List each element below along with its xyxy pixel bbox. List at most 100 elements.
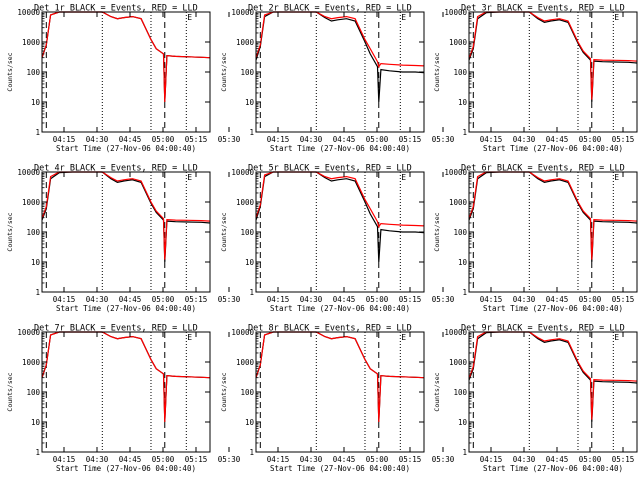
x-axis-label: Start Time (27-Nov-06 04:00:40) (56, 464, 196, 473)
detector-panel-3: 1 10 100 1000 10000 04:15 04:30 04:45 05:00 05:15… (433, 4, 638, 153)
y-tick-label: 10 (245, 98, 255, 107)
x-tick-label: 04:15 (267, 295, 290, 304)
y-tick-label: 10000 (17, 168, 40, 177)
x-axis-label: Start Time (27-Nov-06 04:00:40) (270, 144, 410, 153)
detector-panel-9: 1 10 100 1000 10000 04:15 04:30 04:45 05:00 05:15… (433, 324, 638, 473)
series-line-events (468, 331, 638, 423)
detector-panel-5: 1 10 100 1000 10000 04:15 04:30 04:45 05:00 05:15… (220, 164, 455, 314)
detector-panel-8: 1 10 100 1000 10000 04:15 04:30 04:45 05:00 05:15… (220, 324, 455, 474)
x-tick-label: 04:15 (267, 135, 290, 144)
x-tick-label: 04:30 (300, 295, 323, 304)
y-tick-label: 10 (31, 258, 41, 267)
x-axis-label: Start Time (27-Nov-06 04:00:40) (483, 144, 623, 153)
detector-panel-2: 1 10 100 1000 10000 04:15 04:30 04:45 05:00 05:15… (220, 4, 455, 154)
y-tick-label: 10000 (17, 328, 40, 337)
event-marker-label: E (401, 13, 406, 22)
x-axis-label: Start Time (27-Nov-06 04:00:40) (270, 464, 410, 473)
x-tick-label: 04:30 (300, 135, 323, 144)
x-tick-label: 04:15 (480, 135, 503, 144)
y-tick-label: 1000 (236, 358, 255, 367)
y-tick-label: 10 (31, 98, 41, 107)
series-line-events (41, 171, 211, 263)
x-tick-label: 04:30 (86, 135, 109, 144)
y-tick-label: 100 (240, 388, 254, 397)
x-tick-label: 05:15 (399, 455, 422, 464)
y-tick-label: 100 (240, 228, 254, 237)
event-marker-label: E (614, 333, 619, 342)
x-axis-label: Start Time (27-Nov-06 04:00:40) (483, 464, 623, 473)
y-tick-label: 1 (35, 128, 40, 137)
y-tick-label: 10000 (17, 8, 40, 17)
y-tick-label: 1000 (236, 38, 255, 47)
x-tick-label: 05:00 (366, 455, 389, 464)
panel-title: Det 8r BLACK = Events, RED = LLD (248, 324, 412, 334)
plot-frame (468, 331, 638, 453)
y-tick-label: 1 (35, 448, 40, 457)
y-axis-label: Counts/sec (220, 212, 228, 251)
y-tick-label: 100 (453, 68, 467, 77)
series-line-events (468, 171, 638, 263)
detector-panel-6: 1 10 100 1000 10000 04:15 04:30 04:45 05:00 05:15… (433, 164, 638, 313)
x-tick-label: 05:00 (366, 135, 389, 144)
x-tick-label: 04:30 (513, 135, 536, 144)
y-tick-label: 1000 (449, 198, 468, 207)
y-tick-label: 10 (245, 418, 255, 427)
y-tick-label: 10 (31, 418, 41, 427)
x-tick-label: 05:15 (612, 455, 635, 464)
x-axis-label: Start Time (27-Nov-06 04:00:40) (56, 304, 196, 313)
y-tick-label: 1000 (22, 198, 41, 207)
y-tick-label: 10000 (444, 328, 467, 337)
x-axis-label: Start Time (27-Nov-06 04:00:40) (483, 304, 623, 313)
x-tick-label: 04:45 (119, 455, 142, 464)
series-line-lld (468, 11, 638, 100)
x-tick-label: 05:30 (432, 135, 455, 144)
x-tick-label: 04:30 (86, 455, 109, 464)
plot-frame (468, 11, 638, 133)
x-tick-label: 04:15 (480, 455, 503, 464)
y-axis-label: Counts/sec (6, 212, 14, 251)
x-tick-label: 05:15 (185, 455, 208, 464)
event-marker-label: E (614, 173, 619, 182)
y-tick-label: 1 (462, 288, 467, 297)
y-tick-label: 10 (458, 418, 468, 427)
plot-frame (255, 331, 425, 453)
x-tick-label: 05:30 (432, 455, 455, 464)
y-tick-label: 10 (458, 258, 468, 267)
x-tick-label: 04:15 (480, 295, 503, 304)
x-tick-label: 04:30 (86, 295, 109, 304)
x-tick-label: 05:15 (399, 295, 422, 304)
x-tick-label: 05:00 (579, 295, 602, 304)
x-tick-label: 05:15 (612, 295, 635, 304)
y-tick-label: 10000 (231, 168, 254, 177)
plot-frame (468, 171, 638, 293)
x-axis-label: Start Time (27-Nov-06 04:00:40) (270, 304, 410, 313)
x-tick-label: 04:45 (333, 455, 356, 464)
y-tick-label: 10 (245, 258, 255, 267)
x-tick-label: 05:15 (399, 135, 422, 144)
y-tick-label: 10000 (231, 8, 254, 17)
panel-title: Det 6r BLACK = Events, RED = LLD (461, 164, 625, 174)
x-axis-label: Start Time (27-Nov-06 04:00:40) (56, 144, 196, 153)
y-tick-label: 1 (35, 288, 40, 297)
event-marker-label: E (614, 13, 619, 22)
panel-title: Det 2r BLACK = Events, RED = LLD (248, 4, 412, 14)
panel-title: Det 1r BLACK = Events, RED = LLD (34, 4, 198, 14)
x-tick-label: 04:45 (546, 135, 569, 144)
x-tick-label: 05:15 (185, 135, 208, 144)
x-tick-label: 04:15 (53, 295, 76, 304)
event-marker-label: E (401, 173, 406, 182)
series-line-lld (41, 11, 211, 103)
x-tick-label: 04:45 (546, 295, 569, 304)
y-tick-label: 1 (249, 128, 254, 137)
x-tick-label: 04:15 (267, 455, 290, 464)
y-tick-label: 10000 (231, 328, 254, 337)
series-line-lld (255, 11, 425, 69)
y-tick-label: 1 (249, 288, 254, 297)
x-tick-label: 04:45 (333, 295, 356, 304)
y-axis-label: Counts/sec (433, 52, 441, 91)
y-tick-label: 1000 (236, 198, 255, 207)
x-tick-label: 05:00 (152, 135, 175, 144)
x-tick-label: 04:15 (53, 135, 76, 144)
y-tick-label: 1000 (449, 38, 468, 47)
y-axis-label: Counts/sec (433, 372, 441, 411)
